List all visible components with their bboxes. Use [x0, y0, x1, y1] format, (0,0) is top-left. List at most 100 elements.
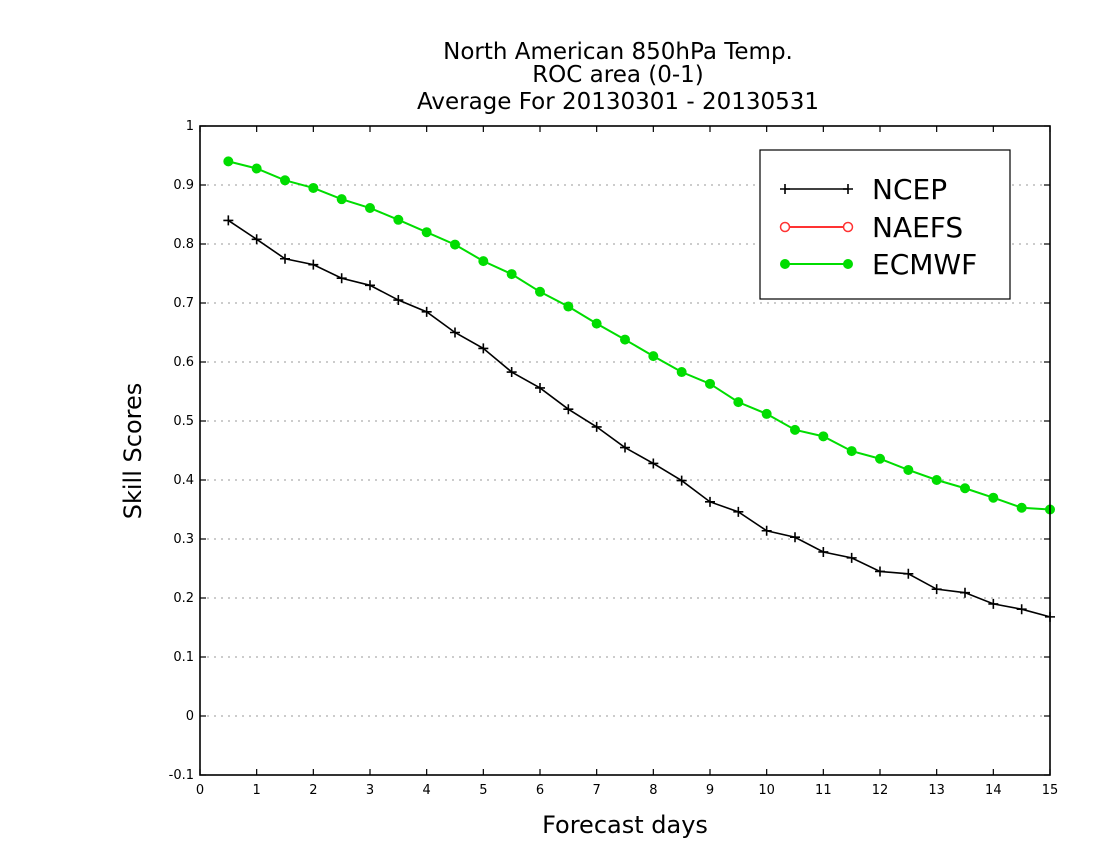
legend-box: [759, 149, 1011, 300]
y-tick-label: 0.2: [173, 591, 194, 606]
ncep-point: [393, 295, 404, 306]
y-tick-label: 1: [186, 119, 194, 134]
ecmwf-point: [818, 431, 829, 442]
ecmwf-point: [903, 464, 914, 475]
legend-label: ECMWF: [872, 248, 977, 281]
y-tick-label: 0.6: [173, 355, 194, 370]
x-tick-label: 0: [196, 783, 204, 798]
ecmwf-point: [365, 203, 375, 214]
x-tick-label: 5: [479, 783, 487, 798]
series-ecmwf: [223, 156, 1055, 515]
series-ncep: [223, 215, 1055, 622]
ecmwf-point: [336, 194, 347, 205]
legend-swatch-marker: [779, 221, 791, 233]
x-tick-label: 7: [593, 783, 601, 798]
ncep-point: [280, 253, 290, 264]
ecmwf-point: [648, 351, 659, 362]
legend-swatch-marker: [780, 259, 790, 269]
ecmwf-point: [280, 175, 290, 186]
ecmwf-point: [676, 367, 687, 378]
x-tick-label: 4: [423, 783, 431, 798]
ncep-line: [227, 219, 1051, 618]
ncep-point: [506, 367, 517, 378]
y-tick-label: 0.5: [173, 414, 194, 429]
ecmwf-point: [450, 239, 460, 250]
legend-swatch-marker: [842, 221, 854, 233]
ecmwf-point: [988, 492, 999, 503]
legend: NCEP NAEFS ECMWF: [759, 149, 1011, 300]
x-tick-label: 8: [649, 783, 657, 798]
data-series: [223, 156, 1055, 622]
ncep-point: [676, 475, 687, 486]
ecmwf-point: [421, 227, 432, 238]
x-tick-label: 6: [536, 783, 544, 798]
ncep-point: [988, 598, 999, 609]
ncep-point: [960, 587, 970, 598]
ncep-point: [903, 568, 914, 579]
y-tick-label: 0.3: [173, 532, 194, 547]
ncep-point: [1016, 604, 1027, 615]
legend-entry-ncep: NCEP: [780, 173, 947, 206]
legend-swatch-marker: [780, 184, 790, 194]
ecmwf-point: [223, 156, 234, 167]
x-tick-label: 3: [366, 783, 374, 798]
ecmwf-point: [761, 408, 772, 419]
chart-title: North American 850hPa Temp. ROC area (0-…: [417, 39, 819, 115]
ncep-point: [535, 382, 545, 393]
ecmwf-point: [733, 397, 744, 408]
y-tick-label: 0.9: [173, 178, 194, 193]
ncep-point: [620, 442, 630, 453]
legend-swatch-marker: [843, 259, 853, 269]
ecmwf-point: [506, 269, 517, 280]
ncep-point: [421, 306, 432, 317]
ncep-point: [790, 532, 800, 543]
x-axis-label: Forecast days: [542, 811, 708, 839]
ncep-point: [733, 506, 744, 517]
legend-label: NCEP: [872, 173, 947, 206]
y-axis-label: Skill Scores: [119, 383, 147, 520]
ncep-point: [648, 458, 659, 469]
ncep-point: [450, 327, 460, 338]
legend-entry-naefs: NAEFS: [779, 211, 963, 244]
y-tick-label: 0.1: [173, 650, 194, 665]
ecmwf-point: [591, 318, 602, 329]
ncep-point: [875, 566, 885, 577]
x-tick-label: 10: [758, 783, 775, 798]
y-tick-label: 0.7: [173, 296, 194, 311]
ncep-point: [336, 273, 347, 284]
x-tick-label: 15: [1042, 783, 1059, 798]
chart-title-line-3: Average For 20130301 - 20130531: [417, 89, 819, 115]
ecmwf-point: [705, 378, 715, 389]
x-tick-label: 11: [815, 783, 832, 798]
ecmwf-point: [931, 475, 942, 485]
x-tick-label: 13: [928, 783, 945, 798]
ncep-point: [365, 280, 375, 291]
ecmwf-point: [790, 424, 800, 435]
ecmwf-point: [393, 214, 404, 225]
ncep-point: [591, 421, 602, 432]
ecmwf-point: [875, 453, 885, 464]
y-tick-label: 0: [186, 709, 194, 724]
x-axis-ticks: 0 1 2 3 4 5 6 7 8 9 10 11 12 13 14 15: [196, 126, 1058, 798]
ecmwf-point: [478, 256, 489, 267]
ecmwf-point: [620, 334, 630, 345]
ecmwf-point: [563, 301, 574, 312]
y-tick-label: 0.8: [173, 237, 194, 252]
ncep-point: [478, 343, 489, 354]
x-tick-label: 1: [253, 783, 261, 798]
ncep-point: [761, 525, 772, 536]
x-tick-label: 12: [872, 783, 889, 798]
plot-frame: [199, 125, 1051, 776]
ecmwf-point: [251, 163, 262, 174]
ncep-point: [846, 552, 857, 563]
ncep-point: [818, 546, 829, 557]
legend-swatch-marker: [843, 184, 853, 194]
y-tick-label: 0.4: [173, 473, 194, 488]
x-tick-label: 9: [706, 783, 714, 798]
y-axis-ticks: -0.1 0 0.1 0.2 0.3 0.4 0.5 0.6 0.7 0.8 0.9 1: [169, 119, 1050, 783]
chart-title-line-1: North American 850hPa Temp.: [443, 39, 793, 65]
ncep-point: [931, 584, 942, 595]
ecmwf-point: [960, 483, 970, 494]
ecmwf-point: [535, 286, 545, 297]
